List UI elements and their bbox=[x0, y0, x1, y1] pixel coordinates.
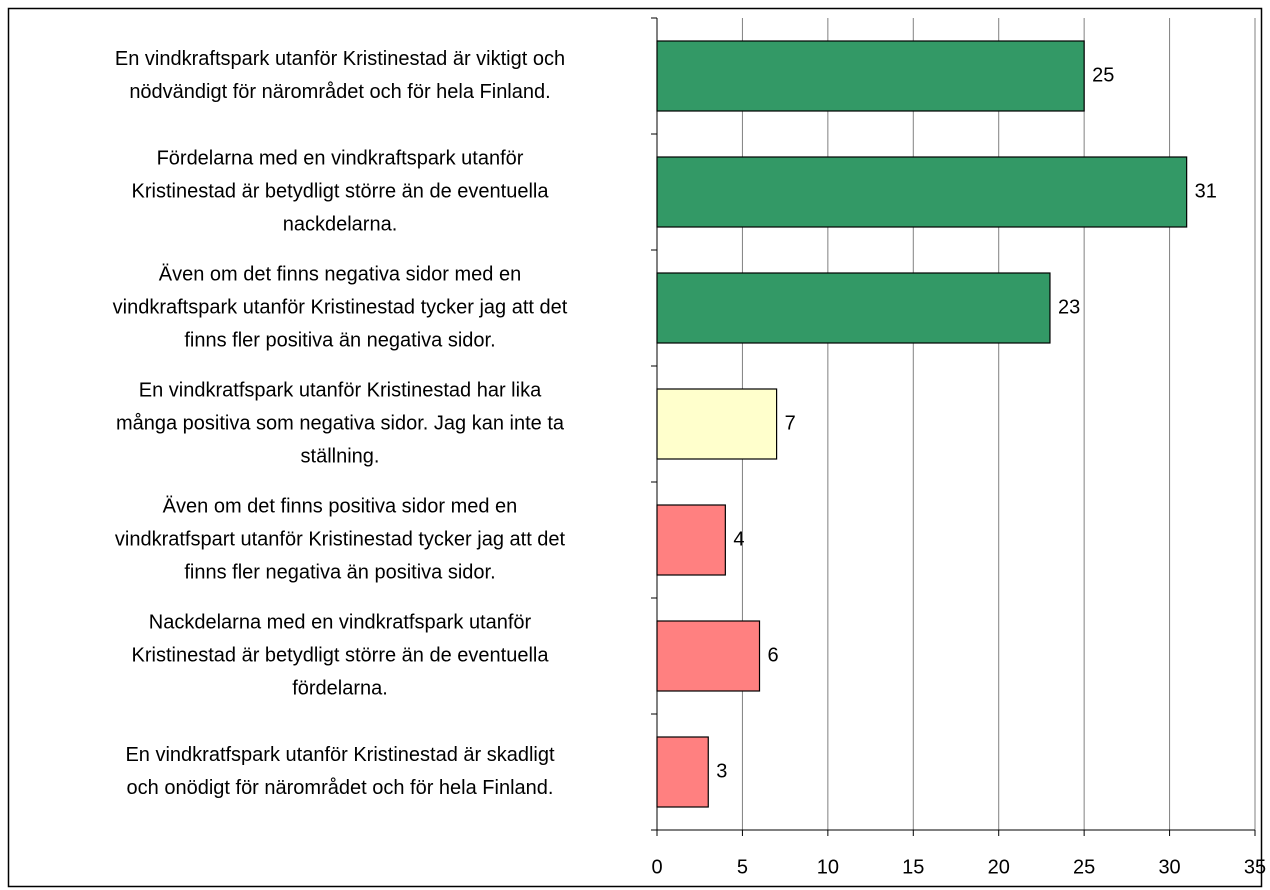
value-label: 23 bbox=[1058, 296, 1080, 318]
category-label: vindkraftspark utanför Kristinestad tyck… bbox=[113, 296, 568, 318]
chart-frame bbox=[7, 7, 1263, 888]
category-label: En vindkraftspark utanför Kristinestad ä… bbox=[115, 48, 565, 70]
value-label: 3 bbox=[716, 760, 727, 782]
x-tick-label: 15 bbox=[902, 856, 924, 878]
x-tick-label: 5 bbox=[737, 856, 748, 878]
value-label: 25 bbox=[1092, 64, 1114, 86]
x-tick-label: 20 bbox=[988, 856, 1010, 878]
x-tick-label: 30 bbox=[1158, 856, 1180, 878]
x-tick-label: 10 bbox=[817, 856, 839, 878]
category-label: fördelarna. bbox=[292, 677, 388, 699]
bar bbox=[656, 156, 1188, 228]
category-label: ställning. bbox=[301, 445, 380, 467]
category-label: nödvändigt för närområdet och för hela F… bbox=[129, 81, 550, 103]
bar bbox=[656, 388, 778, 460]
bar bbox=[656, 504, 726, 576]
value-label: 6 bbox=[768, 644, 779, 666]
x-tick-label: 35 bbox=[1244, 856, 1266, 878]
bar bbox=[656, 620, 761, 692]
bar bbox=[656, 272, 1051, 344]
category-label: Fördelarna med en vindkraftspark utanför bbox=[157, 147, 524, 169]
category-label: Nackdelarna med en vindkratfspark utanfö… bbox=[149, 611, 532, 633]
category-label: Kristinestad är betydligt större än de e… bbox=[132, 180, 550, 202]
category-label: finns fler positiva än negativa sidor. bbox=[184, 329, 495, 351]
category-label: många positiva som negativa sidor. Jag k… bbox=[116, 412, 565, 434]
category-label: Även om det finns positiva sidor med en bbox=[163, 495, 518, 517]
category-label: En vindkratfspark utanför Kristinestad ä… bbox=[125, 744, 555, 766]
category-label: Kristinestad är betydligt större än de e… bbox=[132, 644, 550, 666]
category-label: vindkratfspart utanför Kristinestad tyck… bbox=[115, 528, 566, 550]
value-label: 7 bbox=[785, 412, 796, 434]
value-label: 31 bbox=[1195, 180, 1217, 202]
category-label: och onödigt för närområdet och för hela … bbox=[127, 777, 554, 799]
x-tick-label: 25 bbox=[1073, 856, 1095, 878]
category-label: nackdelarna. bbox=[283, 213, 398, 235]
x-tick-label: 0 bbox=[651, 856, 662, 878]
bar bbox=[656, 736, 709, 808]
category-label: En vindkratfspark utanför Kristinestad h… bbox=[139, 379, 542, 401]
value-label: 4 bbox=[733, 528, 744, 550]
category-label: finns fler negativa än positiva sidor. bbox=[184, 561, 495, 583]
category-label: Även om det finns negativa sidor med en bbox=[159, 263, 521, 285]
bar bbox=[656, 40, 1085, 112]
